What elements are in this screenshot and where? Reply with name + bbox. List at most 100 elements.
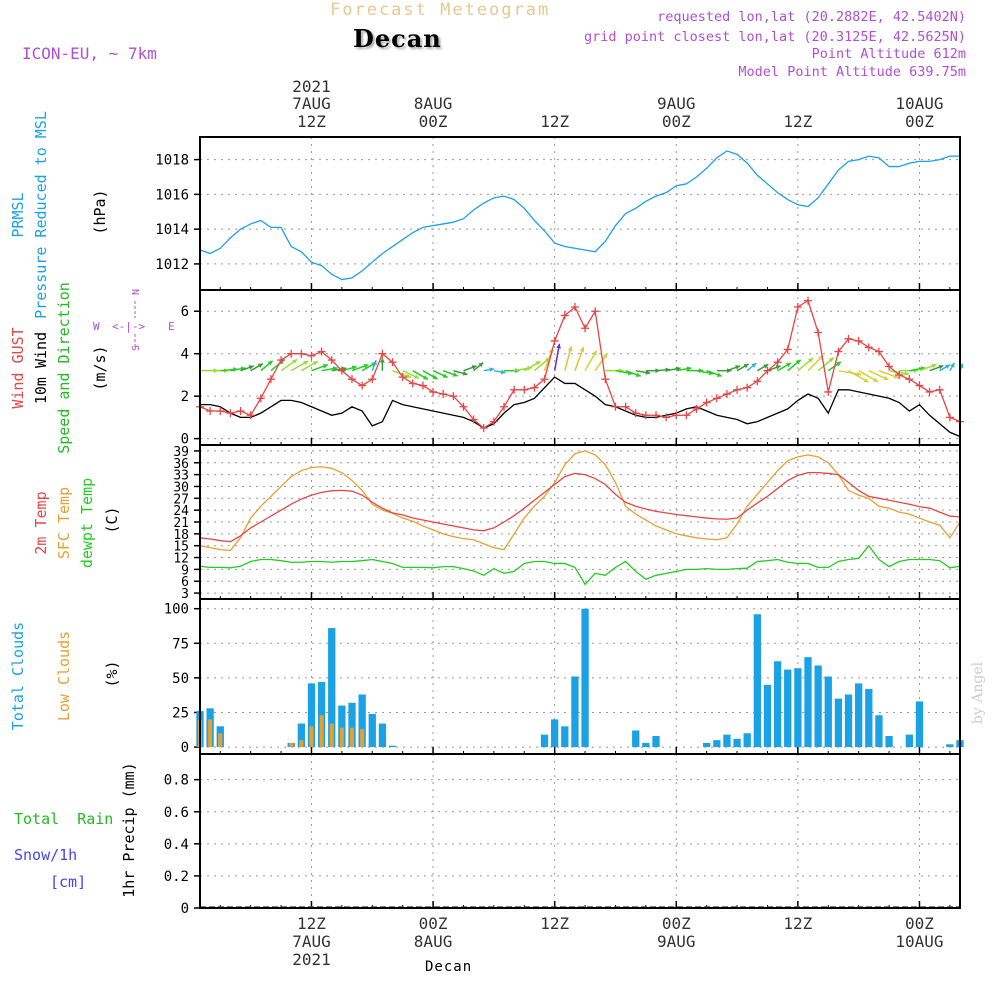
gust-marker	[611, 402, 620, 411]
bar-total-clouds	[743, 733, 751, 748]
bar-low-clouds	[218, 733, 223, 748]
bar-total-clouds	[844, 694, 853, 748]
wind-direction-arrow	[848, 370, 869, 383]
gust-marker	[722, 390, 731, 399]
bottom-hour-label: 12Z	[297, 914, 326, 933]
gust-marker	[378, 349, 387, 358]
y-tick-label: 0.2	[164, 869, 189, 885]
gust-marker	[540, 375, 549, 384]
gust-marker	[935, 385, 944, 394]
bar-low-clouds	[289, 742, 294, 748]
wind-direction-arrow	[422, 370, 438, 380]
wind-arrow-head	[223, 368, 229, 374]
y-tick-label: 3	[181, 587, 189, 602]
bar-total-clouds	[348, 702, 356, 748]
bar-total-clouds	[814, 665, 822, 748]
bar-total-clouds	[642, 742, 650, 748]
wind-direction-arrow	[523, 360, 542, 372]
wind-direction-arrow	[959, 363, 964, 371]
bar-total-clouds	[388, 745, 397, 748]
wind-arrow-head	[312, 361, 318, 366]
wind-direction-arrow	[676, 367, 692, 372]
gust-marker	[510, 385, 519, 394]
y-tick-label: 1016	[155, 187, 189, 203]
wind-arrow-head	[371, 362, 377, 367]
wind-direction-arrow	[878, 369, 899, 379]
y-tick-label: 1014	[155, 222, 189, 238]
wind-direction-arrow	[838, 369, 862, 376]
bar-total-clouds	[652, 736, 660, 748]
gust-marker	[266, 375, 275, 384]
wind-arrow-head	[602, 353, 608, 359]
gust-marker	[327, 356, 336, 365]
bar-total-clouds	[885, 736, 893, 748]
gust-marker	[652, 411, 660, 420]
bar-low-clouds	[349, 727, 355, 748]
gust-marker	[226, 409, 235, 418]
wind-arrow-head	[795, 359, 801, 365]
wind-direction-arrow	[240, 365, 254, 372]
wind-arrow-head	[257, 363, 263, 368]
wind-arrow-head	[751, 363, 757, 368]
wind-direction-arrow	[787, 359, 802, 372]
wind-direction-arrow	[412, 370, 429, 381]
wind-arrow-head	[698, 368, 704, 374]
wind-arrow-head	[863, 377, 869, 383]
wind-direction-arrow	[919, 363, 937, 372]
gust-marker	[196, 402, 204, 411]
wind-direction-arrow	[260, 360, 274, 372]
bar-total-clouds	[368, 713, 376, 748]
panel-clouds: 0 25 50 75 100	[164, 598, 964, 756]
y-tick-label: 36	[173, 457, 189, 472]
y-tick-label: 18	[173, 528, 189, 543]
top-hour-label: 12Z	[783, 112, 812, 131]
wind-arrow-head	[931, 363, 937, 369]
bar-total-clouds	[875, 715, 883, 748]
top-date-label: 10AUG	[895, 94, 943, 113]
wind-arrow-head	[958, 363, 964, 369]
bottom-hour-label: 12Z	[540, 914, 569, 933]
wind-direction-arrow	[909, 367, 926, 372]
wind-arrow-head	[579, 347, 585, 352]
gust-marker	[783, 345, 792, 354]
wind-arrow-head	[515, 368, 520, 374]
wind-arrow-head	[856, 371, 862, 377]
wind-direction-label: Speed and Direction	[55, 282, 73, 454]
wind-direction-arrow	[250, 363, 264, 372]
bar-total-clouds	[905, 734, 913, 748]
y-tick-label: 12	[173, 552, 189, 567]
wind-arrow-head	[535, 361, 541, 366]
wind-arrow-head	[292, 359, 298, 364]
y-tick-label: 0	[181, 740, 189, 756]
compass-n: N	[131, 289, 142, 295]
bottom-hour-label: 00Z	[905, 914, 934, 933]
gust-marker	[216, 407, 225, 416]
y-tick-label: 39	[173, 445, 189, 460]
gust-marker	[297, 349, 306, 358]
gust-marker	[287, 349, 296, 358]
gust-marker	[702, 398, 711, 407]
panel-frame	[199, 136, 961, 291]
gust-marker	[581, 324, 590, 333]
gust-marker	[307, 351, 316, 360]
wind-direction-arrow	[453, 369, 468, 376]
wind-arrow-head	[645, 370, 651, 375]
wind-direction-arrow	[220, 368, 238, 372]
bar-low-clouds	[197, 719, 203, 748]
precip-snow-label: Snow/1h	[14, 846, 78, 864]
wind-direction-arrow	[635, 369, 651, 374]
wind-direction-arrow	[463, 365, 477, 372]
compass-arrows: <-|->	[112, 320, 145, 333]
compass-icon: N W <-|-> E S	[93, 289, 175, 351]
wind-arrow-head	[452, 372, 458, 377]
compass-s: S	[131, 345, 142, 351]
pressure-line	[199, 150, 960, 281]
wind-arrow-head	[735, 365, 741, 370]
gust-marker	[814, 328, 823, 337]
gust-marker	[662, 413, 671, 422]
bottom-date-label: 8AUG	[414, 932, 453, 951]
wind-arrow-head	[380, 358, 385, 363]
gust-marker	[631, 409, 640, 418]
wind-direction-arrow	[777, 362, 792, 372]
